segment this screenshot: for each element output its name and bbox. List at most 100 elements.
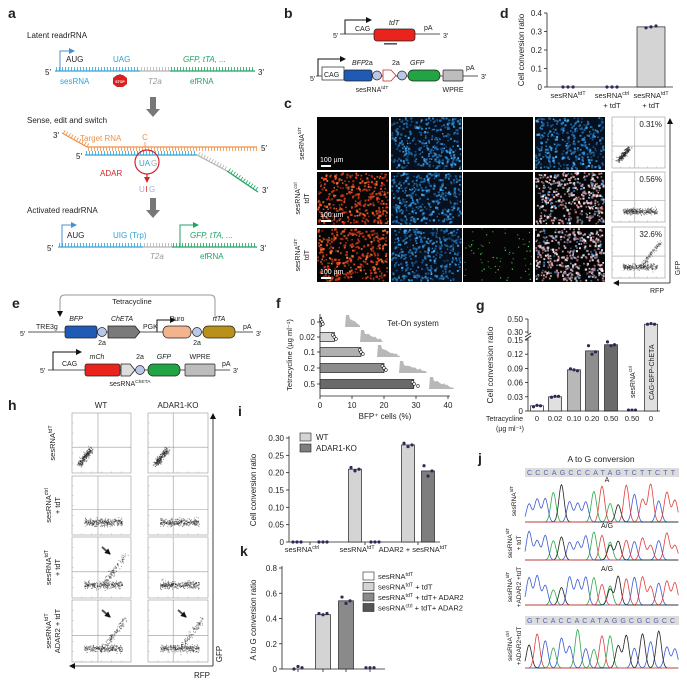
uag-label: UAG <box>113 55 130 64</box>
x-tick-label: 0.02 <box>548 414 563 423</box>
data-point <box>296 664 300 669</box>
y-tick-label: 0.1 <box>531 65 543 74</box>
data-point <box>300 666 304 670</box>
cag-label: CAG <box>62 361 77 368</box>
label-base: sesRNA <box>44 558 53 586</box>
quadrant-percentage: 32.6% <box>639 230 662 239</box>
chromatogram-trace <box>524 530 679 561</box>
data-point <box>406 445 410 449</box>
legend-swatch <box>299 443 312 453</box>
micrograph-red <box>317 228 389 282</box>
sesrna-sensor-icon <box>120 363 136 377</box>
2a-label: 2a <box>365 60 373 67</box>
micrograph-blue <box>535 117 605 170</box>
data-point <box>416 384 420 388</box>
wpre-box <box>184 363 216 377</box>
quadrant-percentage: 0.31% <box>639 120 662 129</box>
panel-label-k: k <box>240 543 248 559</box>
panel-label-g: g <box>476 297 485 313</box>
data-point <box>605 340 610 344</box>
sesrna-label: sesRNAtdT <box>356 85 389 94</box>
rna-strand <box>143 243 172 248</box>
label-base: sesRNA <box>44 621 53 649</box>
flow-cytometry-plot <box>147 536 209 599</box>
y-axis-label: Cell conversion ratio <box>249 453 258 526</box>
uig-i: I <box>146 185 148 194</box>
flow-cytometry-plot <box>147 599 209 663</box>
data-point <box>612 343 617 347</box>
label-superscript: ctrl <box>293 182 299 189</box>
wpre-label: WPRE <box>190 354 211 361</box>
2a-label: 2a <box>136 354 144 361</box>
cag-label: CAG <box>324 72 339 79</box>
y-tick-label: 0.12 <box>507 350 523 359</box>
micrograph-blue <box>391 172 463 226</box>
data-point <box>359 350 363 354</box>
y-tick-label: 0.5 <box>304 380 316 389</box>
cheta-label: ChETA <box>111 316 133 323</box>
row-label-line2: +ADAR2+tdT <box>516 627 523 666</box>
chromatogram-title: A to G conversion <box>567 454 634 464</box>
highlight-arrow-icon <box>177 609 187 618</box>
gfp-axis-label: GFP <box>675 260 682 275</box>
rna-strand <box>87 146 257 151</box>
x-tick-label: 30 <box>412 401 421 410</box>
sequence-bar: CCCAGCCCATAGTCTTCTT <box>525 468 679 477</box>
legend-label: sesRNActrl + tdT+ ADAR2 <box>378 604 463 613</box>
data-point <box>344 601 348 605</box>
rfp-axis-label: RFP <box>194 671 210 680</box>
y-tick-label: 0.2 <box>266 640 278 649</box>
promoter-arrow-icon <box>156 317 176 332</box>
data-point <box>649 25 653 29</box>
row-label: sesRNAtdT <box>505 528 514 559</box>
row-label-line2: + tdT <box>516 535 523 550</box>
chromatogram-trace <box>524 574 679 606</box>
x-tick-label: 0.20 <box>585 414 600 423</box>
efrna-label: efRNA <box>200 252 224 261</box>
data-point <box>652 322 657 326</box>
data-point <box>531 405 536 409</box>
y-tick-label: 0.05 <box>268 521 284 530</box>
label-superscript: ctrl <box>505 631 510 637</box>
chromatogram-trace <box>524 628 679 669</box>
y-tick-label: 0.15 <box>268 486 284 495</box>
histogram-icon <box>358 330 383 342</box>
bar <box>338 600 354 670</box>
y-tick-label: 0.30 <box>507 328 523 337</box>
data-point <box>384 368 388 372</box>
2a-peptide-icon <box>372 70 382 81</box>
row-label-line2: + tdT <box>53 558 62 576</box>
data-point <box>609 344 613 348</box>
data-point <box>561 85 565 89</box>
adar-label: ADAR <box>100 169 122 178</box>
bar-annotation: CAG-BFP-ChETA <box>649 344 656 400</box>
label-superscript: tdT <box>505 528 510 535</box>
flow-cytometry-plot <box>71 599 132 663</box>
gfp-label: GFP <box>410 60 425 67</box>
data-point <box>535 403 539 407</box>
label-superscript: tdT <box>48 425 54 433</box>
label: 5′ <box>310 76 316 83</box>
ua-label: UA <box>139 159 151 168</box>
data-point <box>299 540 303 544</box>
data-point <box>321 540 325 544</box>
bar <box>319 363 385 373</box>
sequence-text: CCCAGCCCATAGTCTTCTT <box>527 470 676 477</box>
tdtomato-box <box>373 28 416 42</box>
y-tick-label: 0.03 <box>507 393 523 402</box>
rna-strand <box>55 67 140 72</box>
scale-bar-label: 100 µm <box>320 269 344 276</box>
2a-label: 2a <box>392 60 400 67</box>
t2a-label: T2a <box>148 77 162 86</box>
x-category-label: sesRNAtdT <box>339 545 375 554</box>
scale-bar-label: 100 µm <box>320 157 344 164</box>
sesrna-label: sesRNAChETA <box>109 379 151 388</box>
y-tick-label: 0.2 <box>304 364 316 373</box>
row-label: sesRNAtdT <box>293 239 302 272</box>
rna-strand <box>58 243 143 248</box>
label-suffix: + tdT+ ADAR2 <box>413 604 463 613</box>
data-point <box>340 595 344 599</box>
2a-label: 2a <box>98 340 106 347</box>
bfp-box <box>64 325 98 339</box>
